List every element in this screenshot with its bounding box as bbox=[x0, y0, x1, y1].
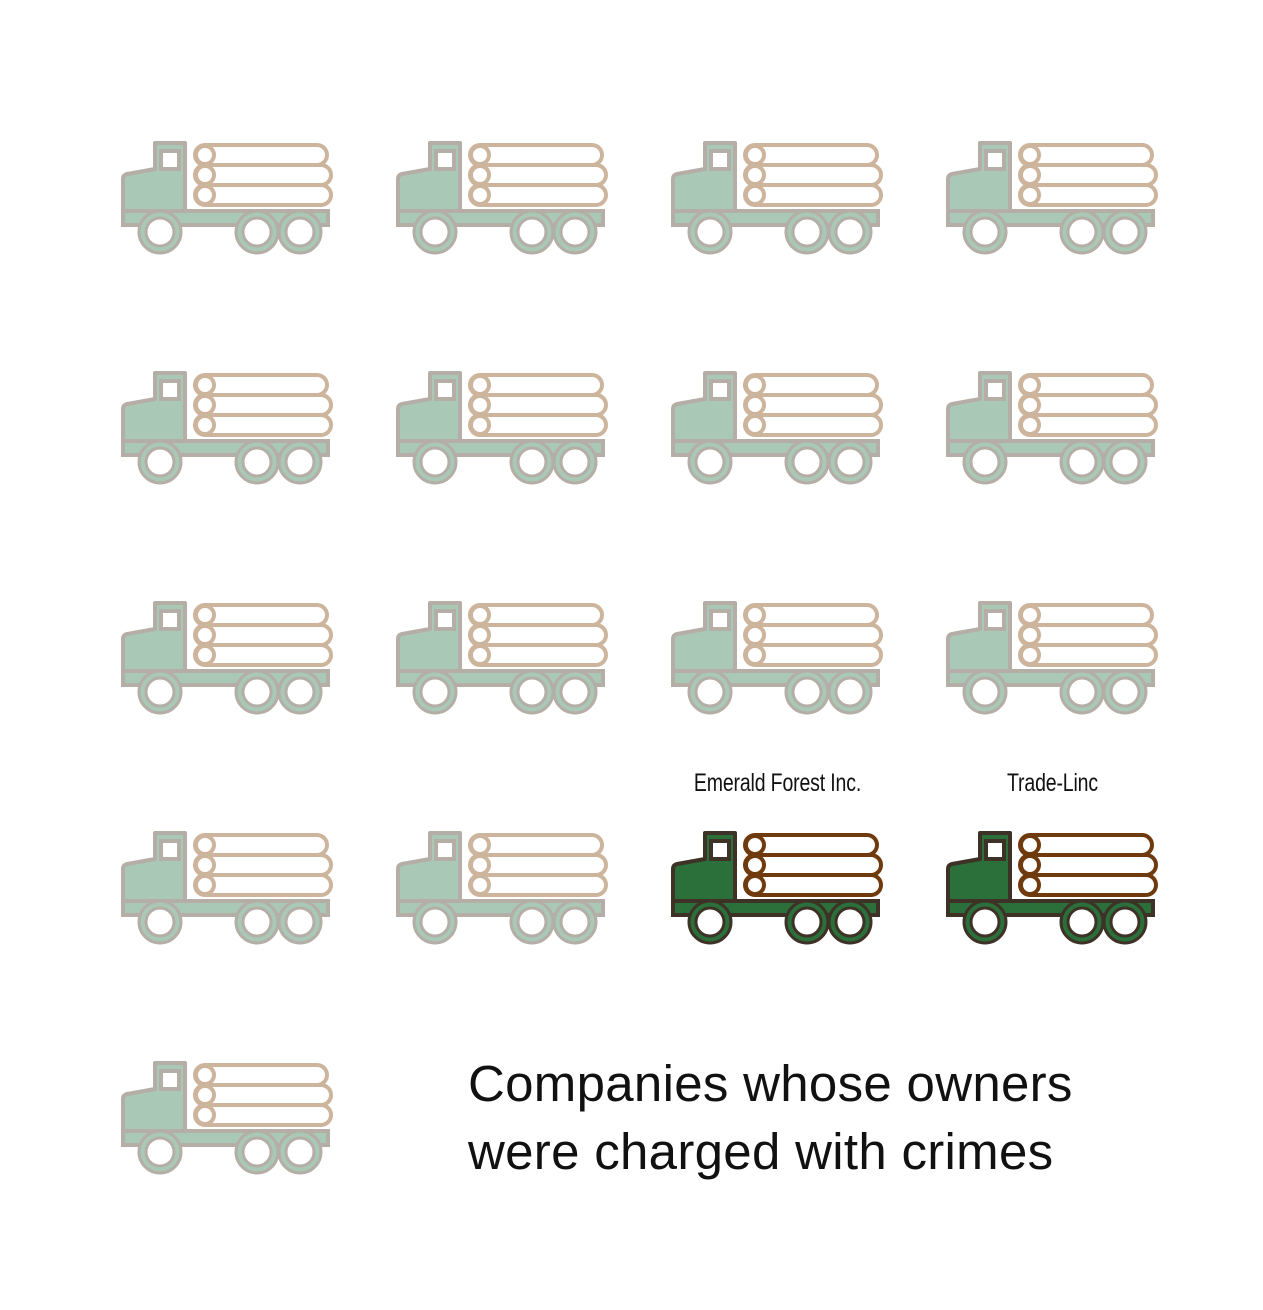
truck-icon bbox=[120, 137, 335, 257]
truck-icon-charged: Trade-Linc bbox=[945, 769, 1160, 947]
truck-icon bbox=[395, 367, 610, 487]
truck-icon bbox=[395, 597, 610, 717]
truck-icon bbox=[395, 137, 610, 257]
truck-icon bbox=[670, 137, 885, 257]
caption: Companies whose owners were charged with… bbox=[468, 1050, 1168, 1186]
truck-icon-charged: Emerald Forest Inc. bbox=[670, 769, 885, 947]
truck-icon bbox=[120, 827, 335, 947]
truck-company-label: Emerald Forest Inc. bbox=[693, 769, 862, 797]
caption-line-1: Companies whose owners bbox=[468, 1055, 1073, 1112]
truck-icon bbox=[945, 597, 1160, 717]
truck-icon bbox=[945, 137, 1160, 257]
truck-icon bbox=[120, 1057, 335, 1177]
truck-icon bbox=[120, 367, 335, 487]
truck-icon bbox=[120, 597, 335, 717]
truck-icon bbox=[670, 367, 885, 487]
truck-icon bbox=[670, 597, 885, 717]
truck-icon bbox=[395, 827, 610, 947]
truck-company-label: Trade-Linc bbox=[1007, 769, 1098, 797]
truck-icon bbox=[945, 367, 1160, 487]
caption-line-2: were charged with crimes bbox=[468, 1123, 1054, 1180]
